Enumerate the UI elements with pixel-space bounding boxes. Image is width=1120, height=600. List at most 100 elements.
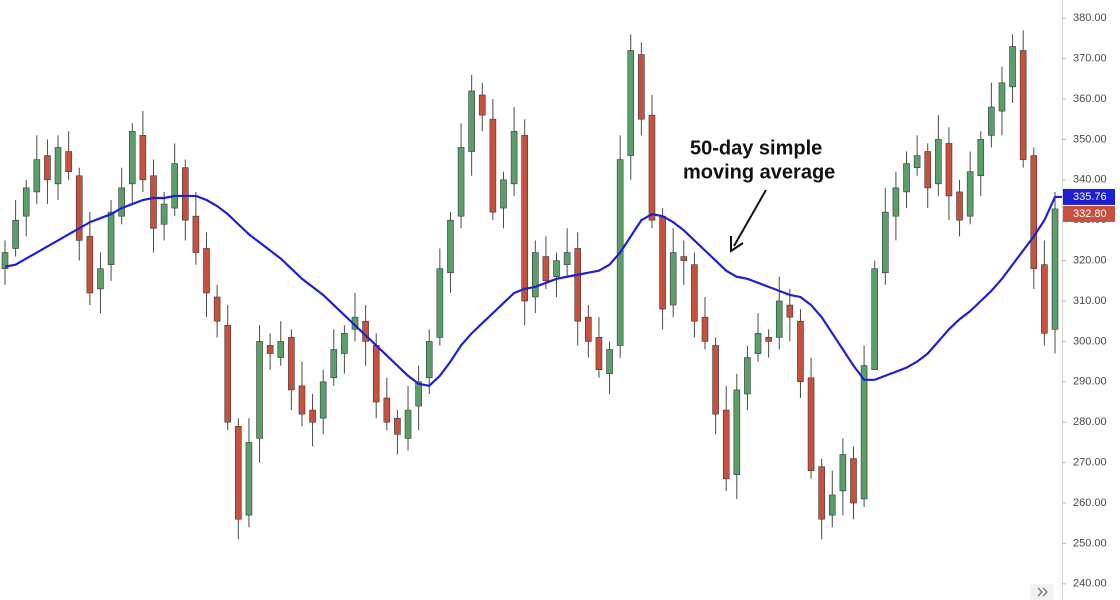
candle-body <box>415 381 422 407</box>
candle-body <box>595 337 603 370</box>
candle-body <box>372 345 380 403</box>
y-tick-label: 280.00 <box>1073 416 1107 428</box>
candle-body <box>818 466 825 520</box>
arrow-head <box>730 236 744 253</box>
candle-body <box>65 151 72 173</box>
candle-body <box>22 187 30 217</box>
candle-body <box>712 345 719 415</box>
last-price-tag <box>1063 205 1115 222</box>
candle-body <box>860 365 868 500</box>
candle-body <box>966 171 974 217</box>
chevron <box>1037 587 1043 597</box>
annotation-line-2: moving average <box>683 161 835 183</box>
candle-body <box>722 409 730 480</box>
candle-body <box>669 252 677 306</box>
candle-body <box>701 316 709 342</box>
y-tick-label: 260.00 <box>1073 497 1107 509</box>
candle-body <box>447 219 454 274</box>
candle-body <box>1019 50 1027 160</box>
candle-body <box>436 268 444 338</box>
y-tick-label: 380.00 <box>1073 12 1107 24</box>
y-tick-label: 360.00 <box>1073 93 1107 105</box>
price-axis-ticks: 240.00 250.00 260.00 270.00 280.00 290.00 300.… <box>1062 12 1115 590</box>
candle-body <box>298 385 306 415</box>
candle-body <box>892 187 900 217</box>
candle-body <box>394 417 401 435</box>
candle-body <box>86 236 94 294</box>
candle-body <box>160 203 168 225</box>
candle-body <box>850 458 857 504</box>
candle-body <box>192 215 200 253</box>
candle-body <box>659 215 666 310</box>
candle-body <box>532 252 539 298</box>
candle-body <box>1030 155 1038 269</box>
candle-body <box>33 159 41 193</box>
candle-body <box>956 191 963 221</box>
candle-body <box>924 151 932 189</box>
candle-body <box>150 175 157 229</box>
candle-body <box>1009 46 1016 88</box>
price-axis <box>1062 0 1120 600</box>
candle-body <box>998 82 1006 112</box>
candle-body <box>128 131 136 185</box>
candle-body <box>203 248 210 294</box>
candle-body <box>118 187 125 217</box>
candle-body <box>309 409 316 423</box>
candle-body <box>266 345 274 354</box>
candle-body <box>330 349 338 379</box>
candle-body <box>1051 208 1059 330</box>
candle-body <box>680 256 688 261</box>
y-tick-label: 350.00 <box>1073 133 1107 145</box>
candle-body <box>97 268 104 290</box>
annotation-arrow <box>730 189 767 253</box>
arrow-shaft <box>733 189 767 247</box>
candle-body <box>478 94 486 116</box>
candle-body <box>213 296 221 322</box>
candle-body <box>425 341 433 379</box>
candle-body <box>182 167 189 221</box>
scroll-button[interactable] <box>1030 584 1054 600</box>
candle-body <box>775 300 783 338</box>
candle-body <box>945 143 953 197</box>
candle-body <box>627 50 635 156</box>
y-tick-label: 320.00 <box>1073 255 1107 267</box>
candle-body <box>468 90 475 152</box>
candle-body <box>500 179 507 209</box>
candle-body <box>563 252 571 265</box>
candle-body <box>839 454 847 492</box>
y-tick-label: 250.00 <box>1073 537 1107 549</box>
last-price-label: 332.80 <box>1073 208 1107 220</box>
candle-body <box>744 357 751 395</box>
candle-body <box>457 147 465 217</box>
candle-body <box>913 155 921 168</box>
candle-body <box>235 425 242 520</box>
plot-area <box>1 30 1062 540</box>
candle-body <box>882 211 889 274</box>
candle-body <box>521 135 528 302</box>
y-tick-label: 370.00 <box>1073 52 1107 64</box>
candle-body <box>319 381 327 419</box>
y-tick-label: 300.00 <box>1073 335 1107 347</box>
candle-body <box>510 131 518 185</box>
candle-body <box>12 219 19 249</box>
y-tick-label: 310.00 <box>1073 295 1107 307</box>
y-tick-label: 290.00 <box>1073 376 1107 388</box>
candle-body <box>245 442 253 516</box>
candle-body <box>638 54 645 120</box>
candle-body <box>828 494 836 516</box>
candle-body <box>1 252 9 269</box>
candle-body <box>797 320 804 383</box>
candle-body <box>691 264 698 322</box>
candle-body <box>288 337 295 391</box>
candle-body <box>585 316 592 342</box>
y-tick-label: 240.00 <box>1073 578 1107 590</box>
candle-body <box>542 256 550 282</box>
candle-body <box>733 389 741 476</box>
candle-body <box>54 147 62 185</box>
candle-body <box>988 106 995 136</box>
candle-body <box>1041 264 1048 334</box>
candle-body <box>404 409 412 439</box>
y-tick-label: 270.00 <box>1073 457 1107 469</box>
candle-body <box>383 397 391 423</box>
